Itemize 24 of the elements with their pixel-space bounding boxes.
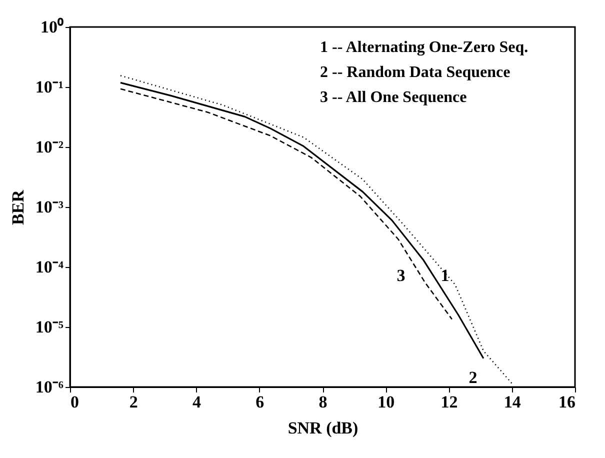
- x-tick-label: 0: [70, 392, 79, 412]
- x-tick-label: 12: [440, 392, 458, 412]
- y-tick-label: 10⁰: [40, 18, 64, 36]
- annotation: 1 -- Alternating One-Zero Seq.: [320, 39, 528, 56]
- annotation: 3: [396, 266, 406, 285]
- y-axis-title: BER: [8, 189, 28, 225]
- y-tick-label: 10⁻⁴: [35, 258, 64, 276]
- y-tick-label: 10⁻⁶: [35, 378, 64, 396]
- y-tick-label: 10⁻⁵: [35, 318, 64, 336]
- x-tick-label: 2: [129, 392, 138, 412]
- annotation: 1: [440, 266, 450, 285]
- x-tick-label: 8: [318, 392, 328, 412]
- annotation: 3 -- All One Sequence: [320, 89, 467, 106]
- x-axis-title: SNR (dB): [288, 418, 358, 438]
- annotation: 2: [468, 368, 478, 387]
- annotation: 2 -- Random Data Sequence: [320, 64, 510, 81]
- x-tick-label: 10: [378, 392, 395, 412]
- x-tick-label: 16: [558, 392, 576, 412]
- y-tick-label: 10⁻¹: [35, 78, 64, 96]
- x-tick-label: 14: [504, 392, 522, 412]
- x-tick-label: 4: [192, 392, 202, 412]
- y-tick-label: 10⁻³: [35, 198, 64, 216]
- x-tick-label: 6: [256, 392, 264, 412]
- y-tick-label: 10⁻²: [35, 138, 64, 156]
